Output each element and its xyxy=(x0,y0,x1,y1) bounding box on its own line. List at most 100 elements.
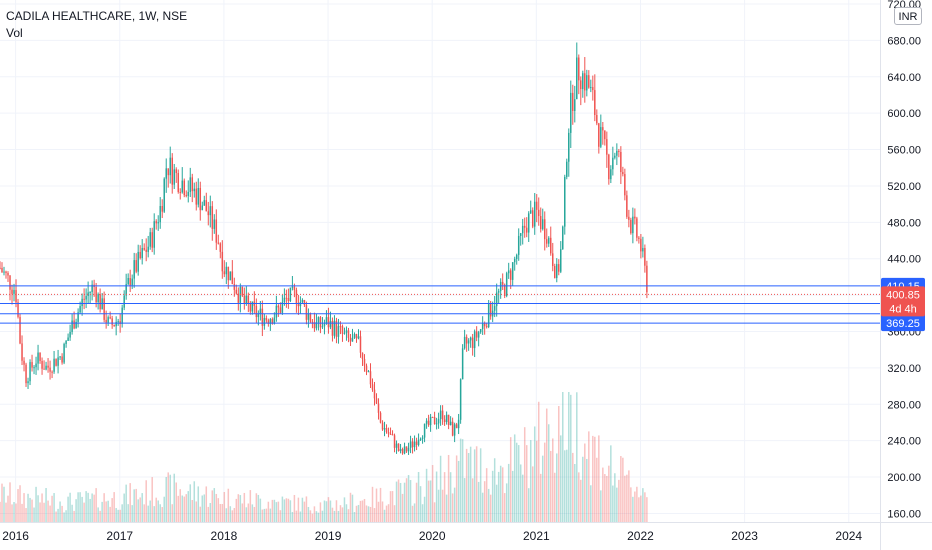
volume-bar xyxy=(275,502,278,522)
candle-body xyxy=(213,219,216,229)
volume-bar xyxy=(79,492,81,522)
candle-body xyxy=(249,303,252,312)
volume-bar xyxy=(243,492,246,522)
volume-bar xyxy=(403,482,406,522)
volume-bar xyxy=(311,513,314,522)
volume-bar xyxy=(594,436,596,522)
candle-body xyxy=(71,320,73,332)
level-tag-label: 369.25 xyxy=(886,318,920,330)
currency-button[interactable]: INR xyxy=(894,7,922,25)
volume-bar xyxy=(521,474,524,522)
candle-body xyxy=(351,337,354,342)
candle-body xyxy=(163,178,165,212)
candle-body xyxy=(31,362,33,368)
candle-body xyxy=(305,304,308,320)
volume-bar xyxy=(566,449,568,522)
candle-body xyxy=(307,313,310,320)
candle-body xyxy=(75,321,77,329)
candle-body xyxy=(433,417,436,425)
volume-bar xyxy=(341,507,344,522)
candle-body xyxy=(550,237,552,254)
candle-body xyxy=(3,271,5,273)
time-tick-label: 2022 xyxy=(627,529,654,543)
candle-body xyxy=(493,306,496,311)
candle-body xyxy=(185,195,188,197)
candle-body xyxy=(337,326,340,337)
candle-body xyxy=(261,308,264,326)
candle-body xyxy=(135,260,137,272)
volume-bar xyxy=(45,488,47,522)
candle-body xyxy=(269,319,272,324)
candle-body xyxy=(59,356,61,358)
horizontal-levels[interactable] xyxy=(0,285,880,324)
candle-body xyxy=(137,251,139,272)
volume-bar xyxy=(339,505,342,522)
volume-bar xyxy=(610,445,612,522)
volume-bar xyxy=(564,450,566,522)
volume-bar xyxy=(457,460,460,522)
volume-bar xyxy=(277,501,280,522)
volume-bar xyxy=(588,431,590,522)
candle-body xyxy=(327,317,330,328)
price-tick-label: 480.00 xyxy=(887,217,921,229)
candle-body xyxy=(584,73,586,91)
volume-bar xyxy=(123,493,125,522)
candle-body xyxy=(545,239,548,244)
volume-bar xyxy=(289,500,292,522)
candle-body xyxy=(558,264,560,272)
volume-bar xyxy=(43,502,45,522)
candle-body xyxy=(41,360,43,369)
candle-body xyxy=(87,292,89,297)
time-axis[interactable]: 2016 2017 2018 2019 2020 2021 2022 2023 2024 xyxy=(0,522,932,544)
volume-bar xyxy=(604,474,606,522)
price-tick-label: 560.00 xyxy=(887,145,921,157)
volume-bar xyxy=(181,495,183,522)
candle-body xyxy=(455,424,458,429)
volume-bar xyxy=(622,457,624,522)
volume-bar xyxy=(103,493,105,522)
candle-body xyxy=(299,302,302,307)
level-tag xyxy=(881,315,925,332)
candle-body xyxy=(291,286,294,288)
volume-bar xyxy=(475,446,478,522)
candle-body xyxy=(343,332,346,334)
candle-body xyxy=(580,80,582,90)
candle-body xyxy=(495,292,498,307)
volume-bar xyxy=(423,496,426,522)
candle-body xyxy=(217,242,220,244)
candle-body xyxy=(427,420,430,426)
candle-body xyxy=(197,187,200,205)
volume-bar xyxy=(203,494,206,522)
volume-bar xyxy=(87,492,89,522)
candle-body xyxy=(99,294,101,310)
candle-body xyxy=(47,365,49,368)
candle-body xyxy=(592,87,594,91)
candle-body xyxy=(383,428,386,430)
volume-bar xyxy=(191,500,194,522)
volume-bar xyxy=(357,504,360,522)
volume-bar xyxy=(365,505,368,522)
volume-bar xyxy=(612,485,614,522)
price-tick-label: 600.00 xyxy=(887,108,921,120)
volume-bar xyxy=(407,475,410,522)
volume-bar xyxy=(287,498,290,522)
candle-body xyxy=(315,322,318,329)
candle-body xyxy=(259,308,262,314)
volume-bar xyxy=(592,435,594,522)
candle-body xyxy=(461,348,464,380)
volume-bar xyxy=(618,479,620,522)
volume-bar xyxy=(57,508,59,522)
volume-bar xyxy=(584,443,586,522)
volume-bar xyxy=(413,503,416,522)
price-axis[interactable]: 160.00200.00240.00280.00320.00360.00400.… xyxy=(880,0,922,550)
volume-bar xyxy=(21,503,23,522)
volume-bar xyxy=(259,498,262,522)
price-tick-label: 640.00 xyxy=(887,72,921,84)
volume-bar xyxy=(451,493,454,522)
candle-body xyxy=(45,365,47,370)
candle-body xyxy=(616,150,618,156)
candle-body xyxy=(604,130,606,140)
candle-body xyxy=(277,305,280,308)
